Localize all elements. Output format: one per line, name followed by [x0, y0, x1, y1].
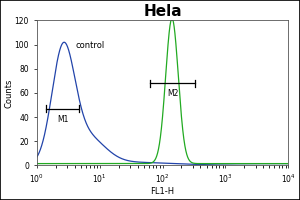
Text: M2: M2: [167, 89, 178, 98]
Text: M1: M1: [57, 115, 68, 124]
X-axis label: FL1-H: FL1-H: [151, 187, 175, 196]
Text: control: control: [76, 41, 105, 50]
Y-axis label: Counts: Counts: [4, 78, 13, 108]
Title: Hela: Hela: [143, 4, 182, 19]
